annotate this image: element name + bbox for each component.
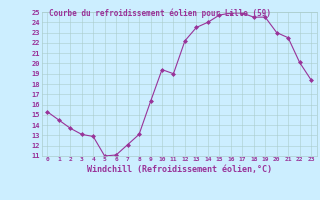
X-axis label: Windchill (Refroidissement éolien,°C): Windchill (Refroidissement éolien,°C) [87, 165, 272, 174]
Text: Courbe du refroidissement éolien pour Lille (59): Courbe du refroidissement éolien pour Li… [49, 8, 271, 18]
